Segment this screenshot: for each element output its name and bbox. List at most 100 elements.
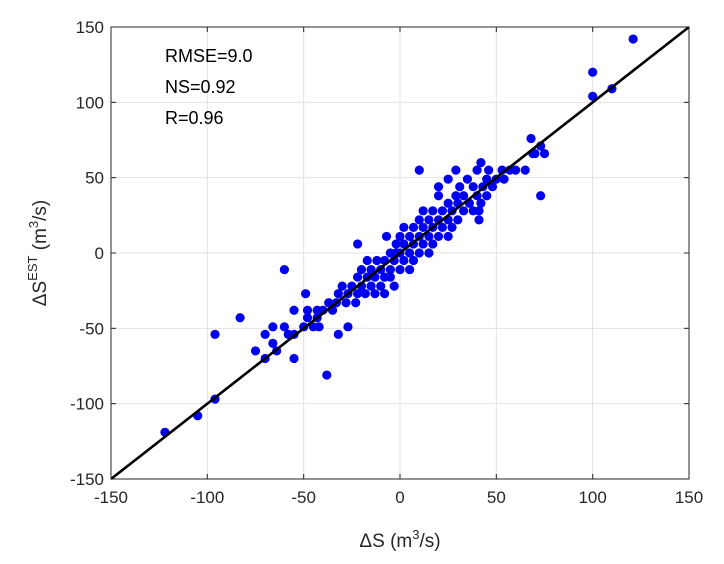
data-point: [395, 264, 405, 275]
data-point: [351, 298, 361, 308]
x-tick-label: -100: [190, 488, 224, 507]
data-point: [300, 289, 311, 299]
data-point: [399, 222, 409, 232]
data-point: [437, 222, 447, 232]
data-point: [268, 338, 278, 348]
x-tick-label: 0: [395, 488, 404, 507]
data-point: [433, 191, 444, 201]
data-point: [437, 206, 447, 216]
data-point: [302, 313, 313, 323]
data-point: [433, 182, 444, 192]
y-tick-label: 0: [95, 244, 104, 263]
x-axis-label-units: (m: [390, 531, 412, 552]
data-point: [414, 215, 424, 225]
data-point: [370, 289, 380, 299]
data-point: [362, 255, 372, 266]
x-axis-ticks: -150 -100 -50 0 50 100 150: [94, 27, 703, 507]
annotation-ns: NS=0.92: [165, 77, 236, 97]
data-point: [372, 255, 382, 266]
data-point: [443, 198, 453, 208]
data-point: [333, 289, 343, 299]
data-point: [526, 133, 536, 144]
y-axis-label-units: (m: [30, 228, 51, 250]
data-point: [628, 34, 638, 44]
data-point: [418, 222, 428, 232]
data-point: [353, 239, 363, 249]
data-point: [424, 231, 434, 242]
data-point: [482, 191, 492, 201]
data-point: [405, 264, 415, 275]
data-point: [462, 174, 473, 184]
data-point: [210, 329, 220, 339]
data-point: [408, 255, 419, 266]
data-point: [530, 148, 540, 159]
data-point: [474, 206, 484, 216]
data-point: [510, 165, 521, 175]
y-axis-ticks: -150 -100 -50 0 50 100 150: [70, 18, 689, 489]
data-point: [302, 305, 313, 315]
data-point: [399, 255, 409, 266]
data-point: [279, 322, 289, 332]
reference-line-1-to-1: [110, 25, 690, 481]
data-point: [588, 67, 598, 77]
data-point: [395, 231, 405, 242]
data-point: [408, 222, 419, 232]
data-point: [474, 215, 484, 225]
data-point: [414, 248, 424, 258]
data-point: [588, 91, 598, 101]
y-axis-label-base: ΔS: [30, 281, 51, 306]
data-point: [405, 231, 415, 242]
data-point: [366, 281, 376, 291]
data-point: [424, 215, 434, 225]
data-point: [499, 174, 509, 184]
y-tick-label: 100: [76, 93, 104, 112]
data-point: [341, 298, 351, 308]
y-tick-label: -50: [79, 319, 104, 338]
x-tick-label: -50: [291, 488, 316, 507]
x-tick-label: -150: [94, 488, 128, 507]
data-point: [476, 198, 486, 208]
data-point: [353, 272, 363, 282]
data-point: [414, 165, 424, 175]
y-axis-label-sup: EST: [25, 256, 40, 281]
y-tick-label: -150: [70, 470, 104, 489]
data-point: [279, 264, 289, 275]
data-point: [360, 289, 370, 299]
data-point: [458, 206, 469, 216]
data-point: [428, 239, 438, 249]
data-point: [260, 329, 270, 339]
data-point: [366, 264, 376, 275]
data-point: [487, 182, 498, 192]
data-point: [314, 322, 324, 332]
data-point: [322, 370, 332, 380]
data-point: [250, 346, 261, 356]
data-point: [399, 239, 409, 249]
annotation-r: R=0.96: [165, 108, 224, 128]
data-point: [337, 281, 347, 291]
data-point: [418, 206, 428, 216]
data-point: [385, 264, 395, 275]
x-tick-label: 50: [487, 488, 506, 507]
data-point: [476, 158, 486, 168]
data-point: [381, 231, 392, 242]
data-point: [453, 215, 463, 225]
x-axis-label-units-tail: /s): [419, 531, 440, 552]
y-tick-label: 150: [76, 18, 104, 37]
data-points: [160, 34, 638, 437]
data-point: [324, 298, 334, 308]
data-point: [391, 239, 401, 249]
data-point: [520, 165, 530, 175]
y-axis-label: ΔSEST (m3/s): [21, 200, 51, 306]
data-point: [356, 264, 367, 275]
data-point: [379, 289, 390, 299]
data-point: [455, 182, 465, 192]
x-axis-label-units-sup: 3: [412, 527, 419, 542]
data-point: [539, 148, 550, 159]
data-point: [333, 329, 343, 339]
data-point: [289, 305, 299, 315]
data-point: [458, 191, 469, 201]
x-tick-label: 100: [578, 488, 606, 507]
data-point: [472, 165, 482, 175]
data-point: [385, 272, 395, 282]
x-tick-label: 150: [675, 488, 703, 507]
